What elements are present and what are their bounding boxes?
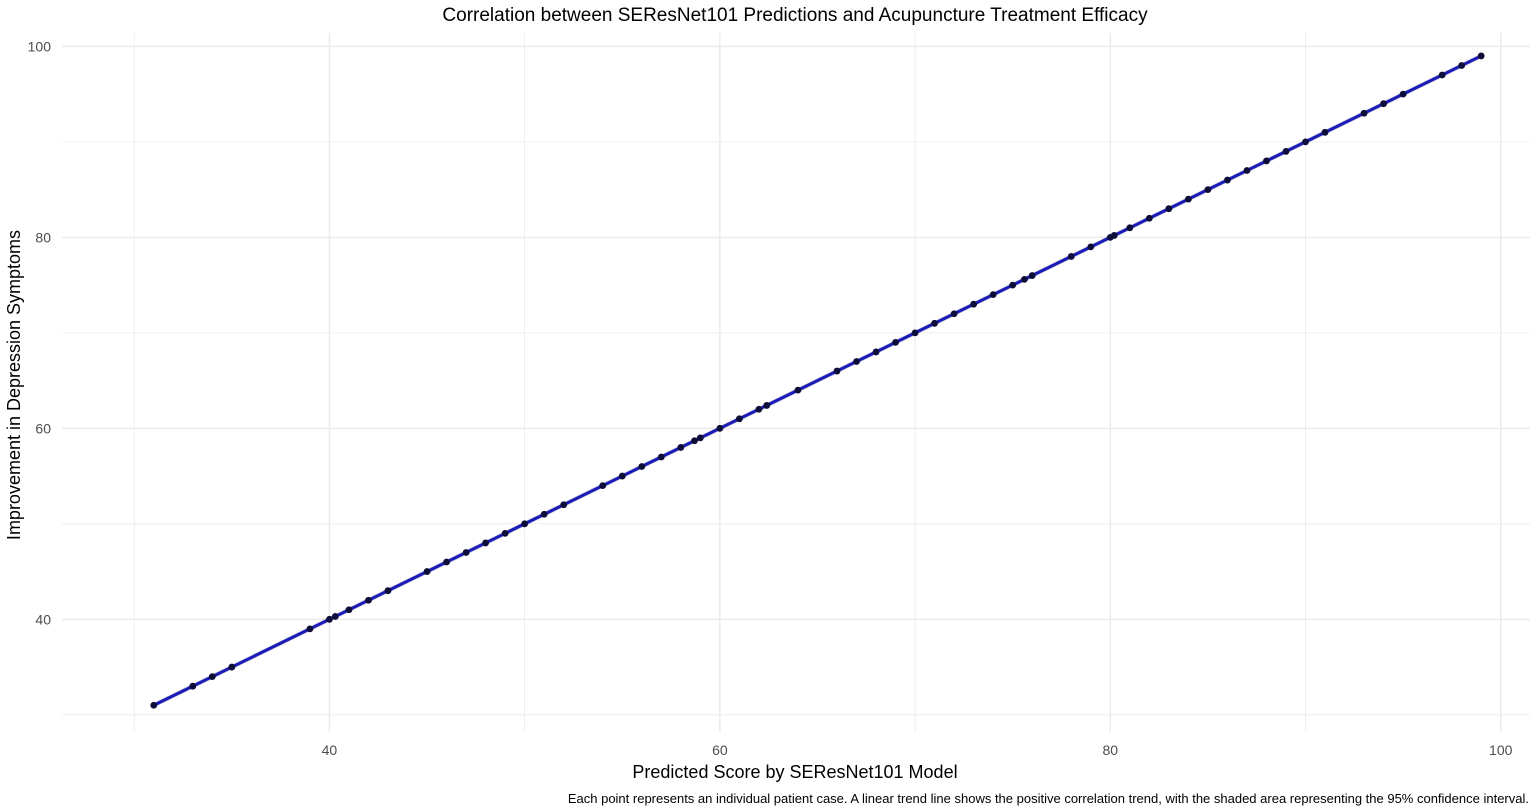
data-point xyxy=(931,319,939,327)
data-point xyxy=(228,663,236,671)
data-point xyxy=(735,415,743,423)
data-point xyxy=(892,338,899,346)
data-point xyxy=(1145,214,1153,222)
x-tick-label: 60 xyxy=(712,742,728,758)
data-point xyxy=(1126,224,1134,232)
chart-caption: Each point represents an individual pati… xyxy=(568,791,1529,806)
data-point xyxy=(716,424,724,432)
data-point xyxy=(638,463,646,470)
data-point xyxy=(755,405,763,413)
data-point xyxy=(384,587,392,595)
x-axis-ticks: 40 60 80 100 xyxy=(322,742,1513,758)
data-point xyxy=(1399,90,1407,98)
y-tick-label: 100 xyxy=(28,38,52,54)
data-point xyxy=(208,673,216,681)
data-point xyxy=(1243,167,1251,174)
data-point xyxy=(306,625,314,633)
data-point xyxy=(1087,243,1095,251)
data-point xyxy=(950,310,958,318)
trend-line xyxy=(152,54,1483,707)
x-tick-label: 100 xyxy=(1489,742,1513,758)
data-point xyxy=(1028,272,1036,279)
data-point xyxy=(677,444,685,451)
data-point xyxy=(443,558,450,566)
data-point xyxy=(1263,157,1270,165)
grid-lines xyxy=(62,33,1530,732)
data-point xyxy=(1204,186,1212,194)
data-point xyxy=(1380,100,1387,108)
data-point xyxy=(1360,109,1368,117)
data-point xyxy=(599,482,607,490)
x-tick-label: 40 xyxy=(322,742,338,758)
data-point xyxy=(911,329,919,337)
y-axis-ticks: 40 60 80 100 xyxy=(28,38,52,627)
data-point xyxy=(326,615,333,623)
data-point xyxy=(560,501,568,509)
data-point xyxy=(696,434,704,442)
data-point xyxy=(331,613,339,620)
data-point xyxy=(970,300,978,308)
data-point xyxy=(853,358,860,365)
data-point xyxy=(1009,281,1017,289)
y-tick-label: 40 xyxy=(35,611,51,627)
data-point xyxy=(189,682,197,690)
chart-title: Correlation between SEResNet101 Predicti… xyxy=(442,5,1148,26)
data-point xyxy=(345,606,353,614)
data-point xyxy=(365,596,372,604)
data-point xyxy=(1067,253,1075,260)
data-point xyxy=(1321,128,1329,136)
data-point xyxy=(1184,195,1192,203)
data-point xyxy=(833,367,841,375)
data-point xyxy=(1477,52,1485,60)
y-tick-label: 60 xyxy=(35,420,51,436)
trend-line-group xyxy=(152,54,1483,707)
data-point xyxy=(1438,71,1446,79)
data-point xyxy=(618,472,626,480)
data-points xyxy=(150,52,1485,709)
data-point xyxy=(1020,275,1028,283)
data-point xyxy=(462,549,470,556)
data-point xyxy=(657,453,665,461)
data-point xyxy=(691,437,698,445)
data-point xyxy=(763,402,771,409)
data-point xyxy=(482,539,490,547)
data-point xyxy=(989,291,997,299)
data-point xyxy=(872,348,880,356)
data-point xyxy=(1458,62,1466,69)
x-axis-title: Predicted Score by SEResNet101 Model xyxy=(632,762,957,782)
data-point xyxy=(1110,232,1118,239)
data-point xyxy=(501,529,509,537)
data-point xyxy=(150,701,158,709)
data-point xyxy=(794,386,802,394)
data-point xyxy=(1224,176,1231,184)
data-point xyxy=(540,510,548,518)
data-point xyxy=(521,520,529,528)
x-tick-label: 80 xyxy=(1103,742,1119,758)
data-point xyxy=(1302,138,1309,146)
y-tick-label: 80 xyxy=(35,229,51,245)
data-point xyxy=(423,568,431,575)
data-point xyxy=(1165,205,1173,213)
data-point xyxy=(1282,148,1290,155)
y-axis-title: Improvement in Depression Symptoms xyxy=(4,230,24,540)
